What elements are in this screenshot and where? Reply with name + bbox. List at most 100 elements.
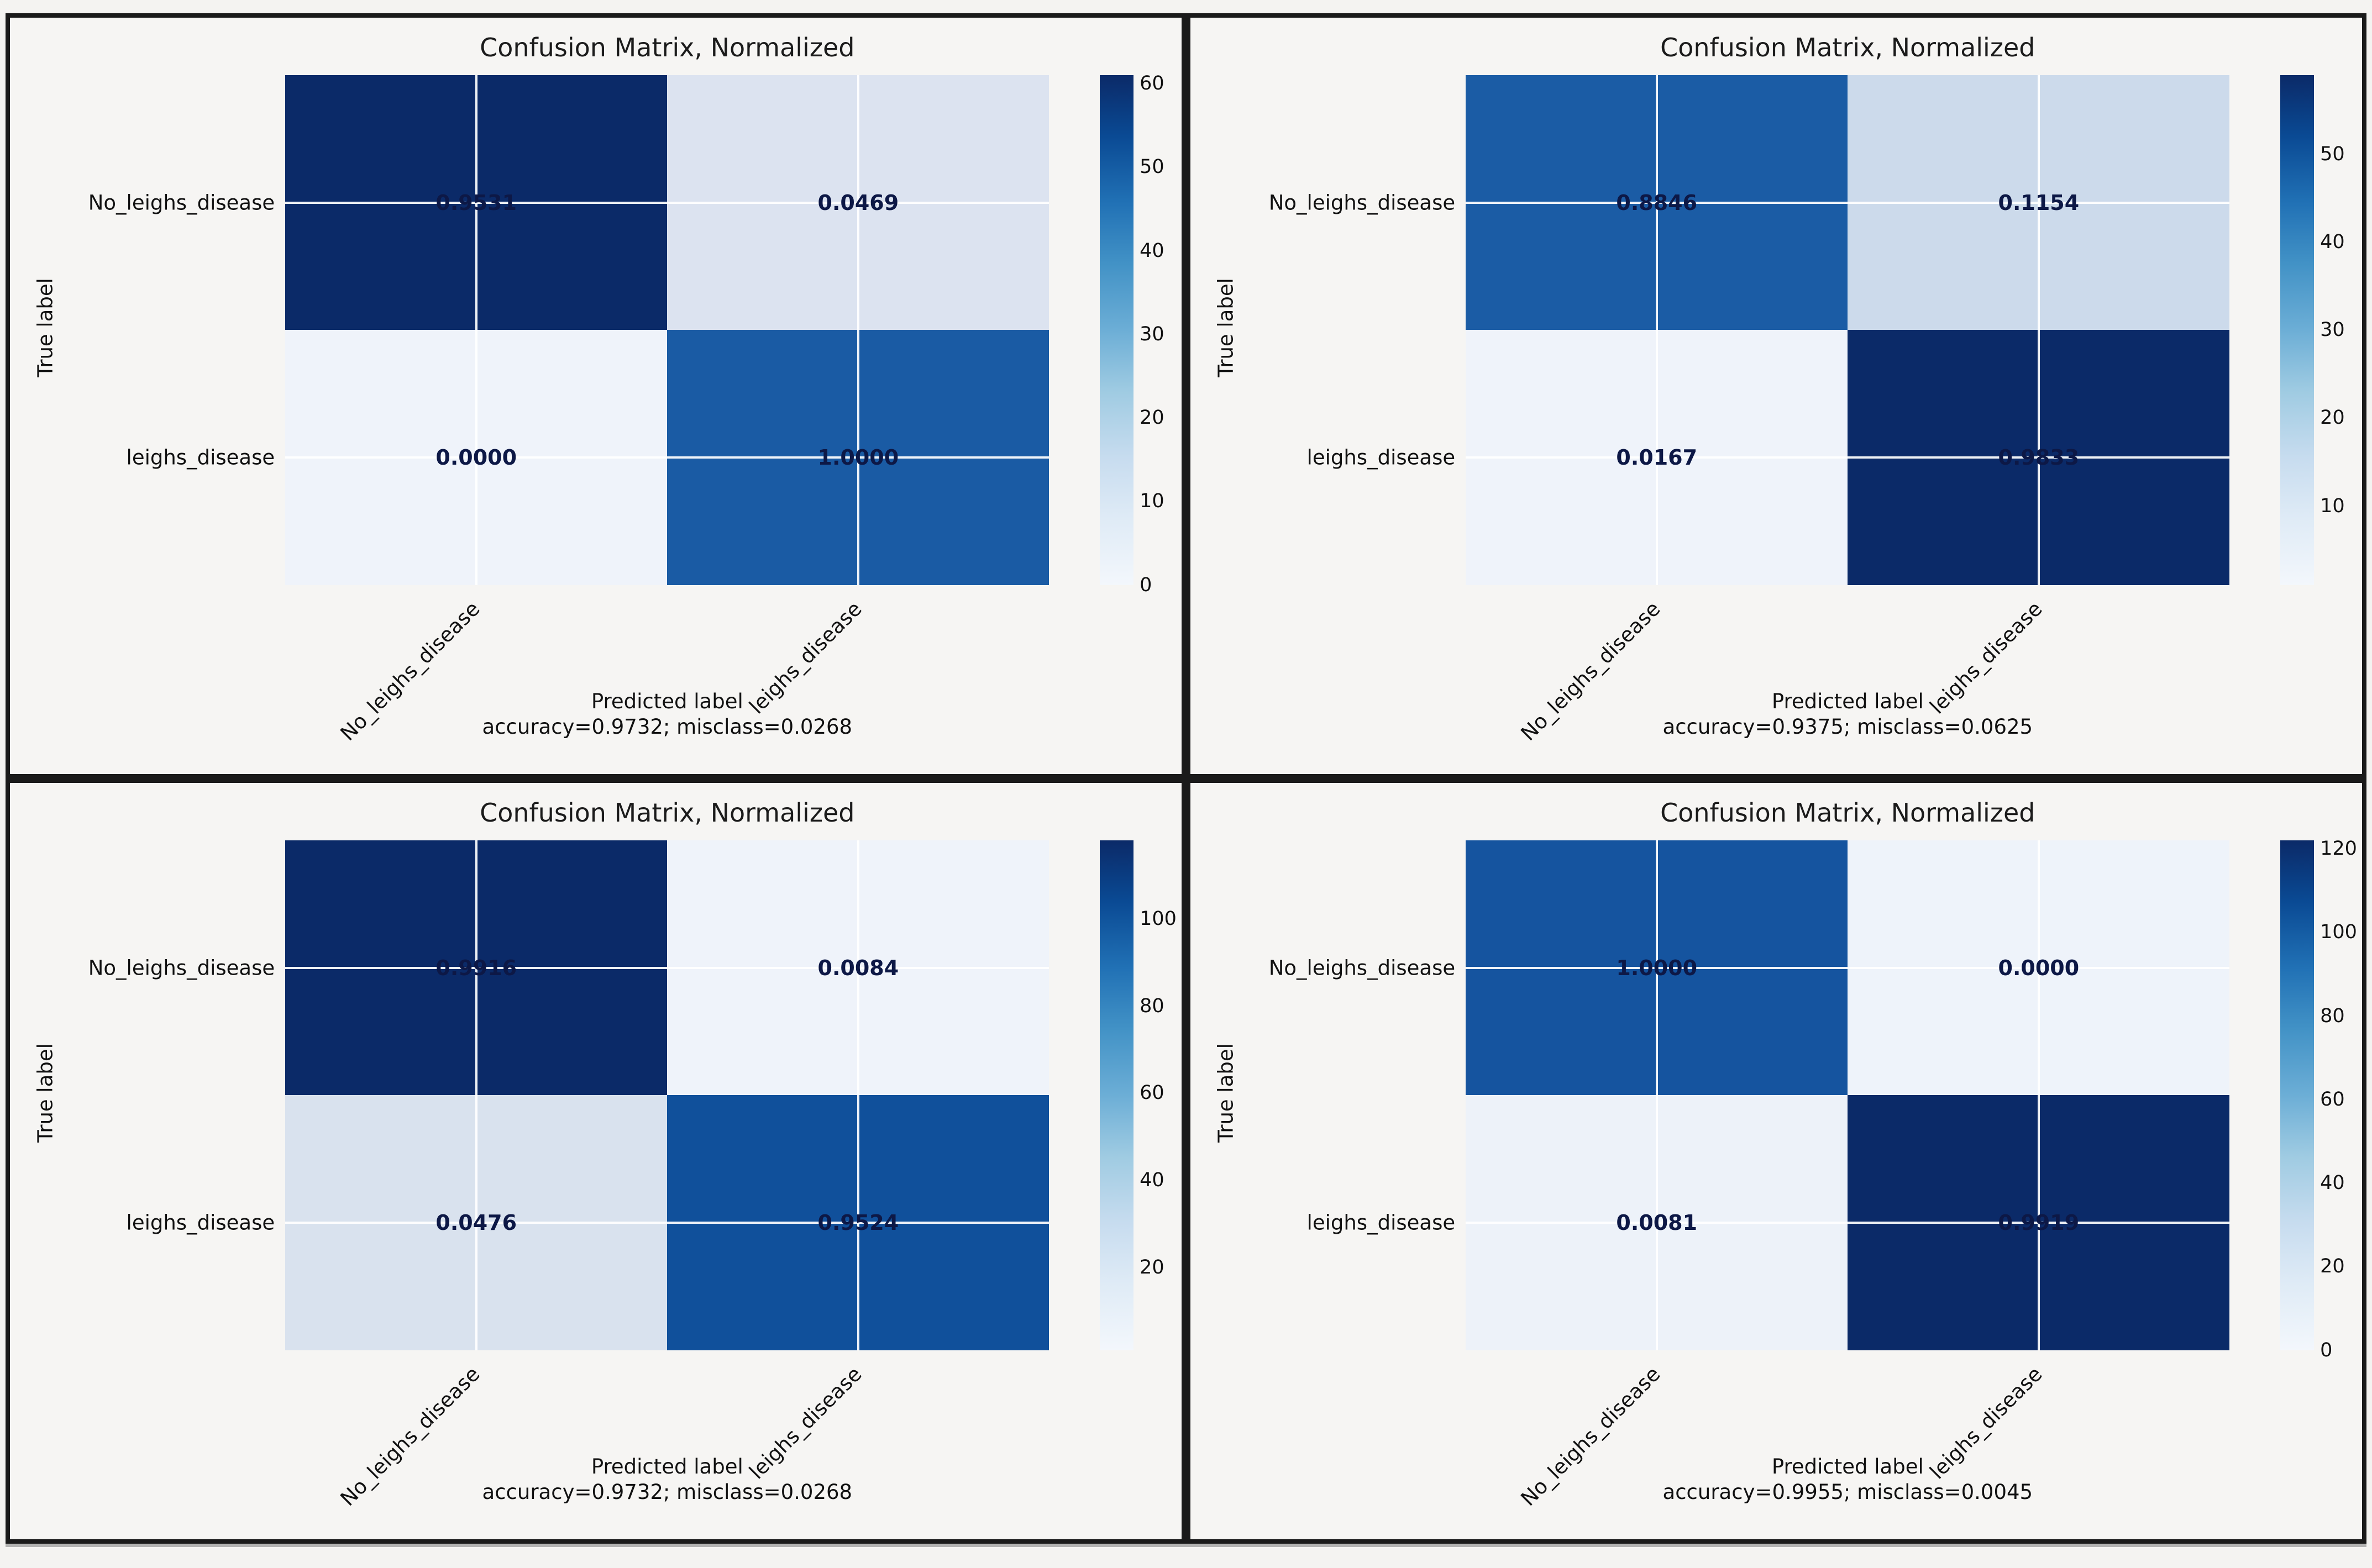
y-axis-label: True label [1214, 278, 1238, 378]
colorbar-ticks: 0 10 20 30 40 50 60 [1100, 72, 1164, 596]
y-axis-label: True label [1214, 1043, 1238, 1143]
cell-value: 0.0476 [435, 1211, 517, 1235]
colorbar-tick-label: 60 [1140, 72, 1164, 95]
chart-title: Confusion Matrix, Normalized [1660, 33, 2035, 63]
y-tick-label-row1: leighs_disease [126, 1211, 275, 1235]
colorbar-ticks: 10 20 30 40 50 [2280, 75, 2345, 585]
gridline-vertical [857, 75, 859, 585]
y-axis-label: True label [33, 278, 57, 378]
accuracy-footer: accuracy=0.9375; misclass=0.0625 [1662, 715, 2033, 739]
cell-value: 0.0167 [1616, 445, 1698, 470]
colorbar-gradient [1099, 840, 1134, 1350]
colorbar-tick-label: 30 [2320, 319, 2345, 341]
cell-value: 0.9833 [1998, 445, 2080, 470]
colorbar-tick-label: 0 [2320, 1339, 2333, 1361]
x-axis-label: Predicted label [1771, 1454, 1924, 1478]
colorbar: 10 20 30 40 50 [2280, 75, 2345, 585]
y-tick-label-row1: leighs_disease [1306, 1211, 1456, 1235]
gridline-vertical [1655, 75, 1658, 585]
confusion-matrix-panel-top-right: Confusion Matrix, Normalized True label … [1186, 13, 2366, 778]
cell-value: 1.0000 [817, 445, 899, 470]
colorbar-tick-label: 40 [2320, 231, 2345, 254]
colorbar-tick-label: 120 [2320, 838, 2357, 860]
gridline-vertical [2037, 840, 2040, 1350]
colorbar-tick-label: 20 [2320, 1255, 2345, 1278]
colorbar-tick-label: 80 [2320, 1004, 2345, 1027]
colorbar-tick-label: 60 [2320, 1088, 2345, 1111]
gridline-horizontal [285, 201, 1049, 204]
gridline-vertical [857, 840, 859, 1350]
cell-value: 0.0000 [1998, 955, 2080, 980]
cell-value: 0.9524 [817, 1211, 899, 1235]
confusion-matrix-panel-bottom-right: Confusion Matrix, Normalized True label … [1186, 778, 2366, 1544]
gridline-horizontal [1466, 966, 2230, 969]
colorbar-tick-label: 30 [1140, 323, 1164, 345]
gridline-horizontal [285, 966, 1049, 969]
heatmap: 0.8846 0.1154 0.0167 0.9833 [1466, 75, 2230, 585]
x-axis-label: Predicted label [1771, 689, 1924, 713]
confusion-matrix-panel-top-left: Confusion Matrix, Normalized True label … [6, 13, 1186, 778]
accuracy-footer: accuracy=0.9955; misclass=0.0045 [1662, 1480, 2033, 1504]
gridline-vertical [2037, 75, 2040, 585]
y-tick-label-row0: No_leighs_disease [1268, 956, 1456, 980]
cell-value: 0.0081 [1616, 1211, 1698, 1235]
colorbar-tick-label: 40 [1140, 1169, 1164, 1192]
colorbar-tick-label: 40 [1140, 239, 1164, 262]
gridline-horizontal [285, 456, 1049, 459]
colorbar-gradient [1099, 75, 1134, 585]
y-tick-label-row0: No_leighs_disease [88, 956, 275, 980]
accuracy-footer: accuracy=0.9732; misclass=0.0268 [482, 1480, 853, 1504]
chart-title: Confusion Matrix, Normalized [480, 33, 855, 63]
colorbar-tick-label: 10 [2320, 494, 2345, 517]
y-axis-label: True label [33, 1043, 57, 1143]
x-axis-label: Predicted label [591, 689, 743, 713]
colorbar-tick-label: 20 [2320, 407, 2345, 429]
accuracy-footer: accuracy=0.9732; misclass=0.0268 [482, 715, 853, 739]
cell-value: 0.0000 [435, 445, 517, 470]
cell-value: 0.0084 [817, 955, 899, 980]
colorbar: 0 20 40 60 80 100 120 [2280, 838, 2357, 1361]
colorbar: 20 40 60 80 100 [1099, 840, 1177, 1350]
heatmap: 1.0000 0.0000 0.0081 0.9919 [1466, 840, 2230, 1350]
chart-title: Confusion Matrix, Normalized [1660, 798, 2035, 828]
colorbar-tick-label: 50 [2320, 143, 2345, 166]
cell-value: 1.0000 [1616, 955, 1698, 980]
confusion-matrix-panel-bottom-left: Confusion Matrix, Normalized True label … [6, 778, 1186, 1544]
colorbar: 0 10 20 30 40 50 60 [1099, 72, 1164, 596]
colorbar-tick-label: 20 [1140, 407, 1164, 429]
colorbar-tick-label: 20 [1140, 1256, 1164, 1278]
colorbar-ticks: 20 40 60 80 100 [1100, 840, 1177, 1350]
cell-value: 0.9916 [435, 955, 517, 980]
colorbar-tick-label: 80 [1140, 995, 1164, 1017]
heatmap-cells: 0.9531 0.0469 0.0000 1.0000 [285, 75, 1049, 585]
heatmap: 0.9531 0.0469 0.0000 1.0000 [285, 75, 1049, 585]
heatmap-cells: 0.8846 0.1154 0.0167 0.9833 [1466, 75, 2230, 585]
colorbar-tick-label: 40 [2320, 1172, 2345, 1195]
y-tick-label-row1: leighs_disease [126, 445, 275, 470]
cell-value: 0.1154 [1998, 190, 2080, 215]
gridline-horizontal [1466, 1222, 2230, 1224]
cell-value: 0.0469 [817, 190, 899, 215]
colorbar-ticks: 0 20 40 60 80 100 120 [2280, 838, 2357, 1361]
colorbar-gradient [2280, 75, 2315, 585]
gridline-vertical [475, 75, 477, 585]
x-axis-label: Predicted label [591, 1454, 743, 1478]
heatmap-cells: 0.9916 0.0084 0.0476 0.9524 [285, 840, 1049, 1350]
cell-value: 0.8846 [1616, 190, 1698, 215]
colorbar-tick-label: 50 [1140, 156, 1164, 178]
cell-value: 0.9919 [1998, 1211, 2080, 1235]
heatmap-cells: 1.0000 0.0000 0.0081 0.9919 [1466, 840, 2230, 1350]
chart-title: Confusion Matrix, Normalized [480, 798, 855, 828]
colorbar-tick-label: 100 [2320, 921, 2357, 944]
cell-value: 0.9531 [435, 190, 517, 215]
gridline-vertical [1655, 840, 1658, 1350]
heatmap: 0.9916 0.0084 0.0476 0.9524 [285, 840, 1049, 1350]
y-tick-label-row1: leighs_disease [1306, 445, 1456, 470]
y-tick-label-row0: No_leighs_disease [88, 191, 275, 215]
gridline-horizontal [285, 1222, 1049, 1224]
colorbar-tick-label: 60 [1140, 1082, 1164, 1104]
y-tick-label-row0: No_leighs_disease [1268, 191, 1456, 215]
panel-grid: Confusion Matrix, Normalized True label … [6, 13, 2366, 1544]
colorbar-gradient [2280, 840, 2315, 1350]
